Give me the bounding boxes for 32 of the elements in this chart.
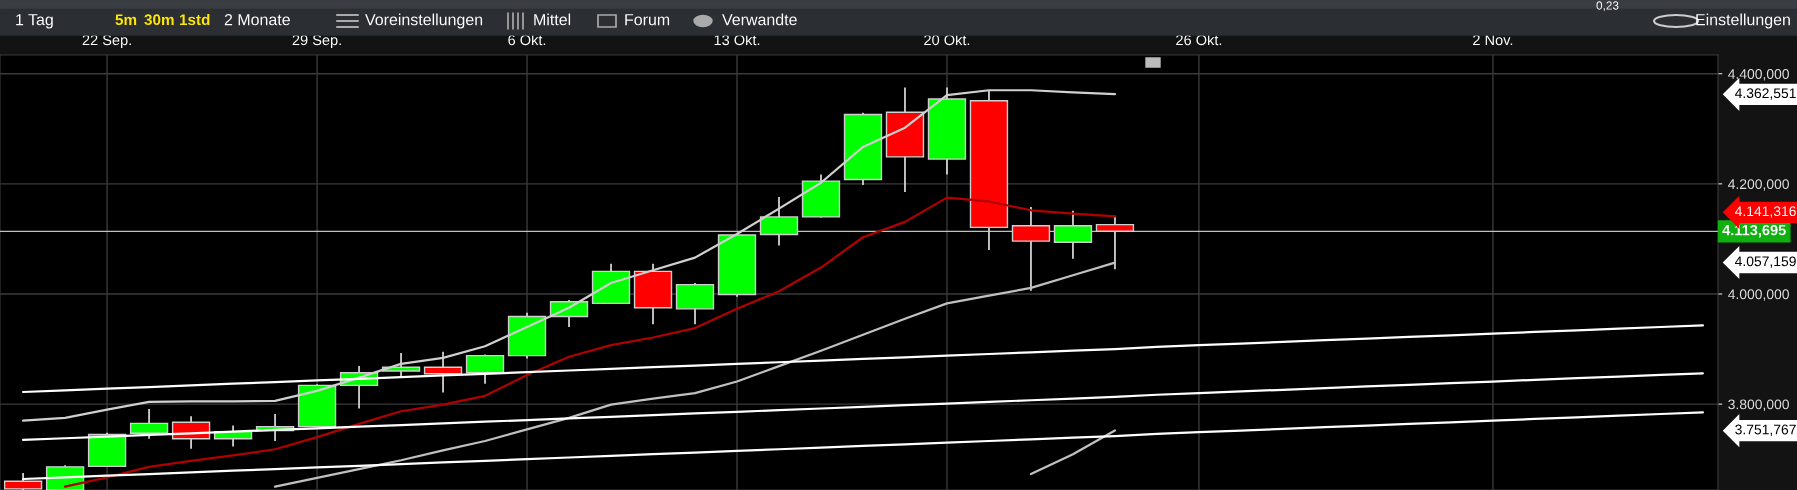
y-tick-label: 4.400,000 xyxy=(1728,69,1789,81)
line-series xyxy=(63,196,1117,488)
y2-tick-label: 4.362,551 xyxy=(1734,88,1796,100)
y2-tick-label: 3.751,767 xyxy=(1735,424,1796,437)
y-tick-label: 3.800,000 xyxy=(1728,399,1789,411)
y-tick-label: 4.000,000 xyxy=(1728,289,1789,301)
y-tick-label: 4.200,000 xyxy=(1728,179,1789,191)
text: Forum xyxy=(625,14,670,26)
text: 30m xyxy=(144,14,174,26)
text: 2 Monate xyxy=(224,13,290,26)
text: Voreinstellungen xyxy=(365,13,483,29)
y2-tick-label: 4.057,159 xyxy=(1734,256,1796,268)
line-series xyxy=(21,324,1704,394)
candlestick xyxy=(1095,214,1135,271)
y2-tick-label: 4.141,316 xyxy=(1734,206,1796,218)
text: Verwandte xyxy=(722,13,797,26)
text: 1std xyxy=(179,13,210,26)
line-series xyxy=(273,261,1117,488)
text: Mittel xyxy=(534,13,571,26)
text: 5m xyxy=(115,14,137,26)
line-series xyxy=(21,372,1704,441)
text: 1 Tag xyxy=(16,14,53,29)
x-tick-label: 2 Nov. xyxy=(1473,34,1513,46)
ref-line-label: 4.113,695 xyxy=(1722,224,1786,238)
x-tick-label: 29 Sep. xyxy=(292,34,341,49)
x-tick-label: 6 Okt. xyxy=(508,34,546,46)
x-tick-label: 26 Okt. xyxy=(1176,34,1222,46)
text: Einstellungen xyxy=(1696,13,1790,29)
x-tick-label: 22 Sep. xyxy=(82,34,131,49)
x-tick-label: 20 Okt. xyxy=(924,34,970,46)
x-tick-label: 13 Okt. xyxy=(714,34,760,46)
text: 0,23 xyxy=(1596,1,1619,12)
